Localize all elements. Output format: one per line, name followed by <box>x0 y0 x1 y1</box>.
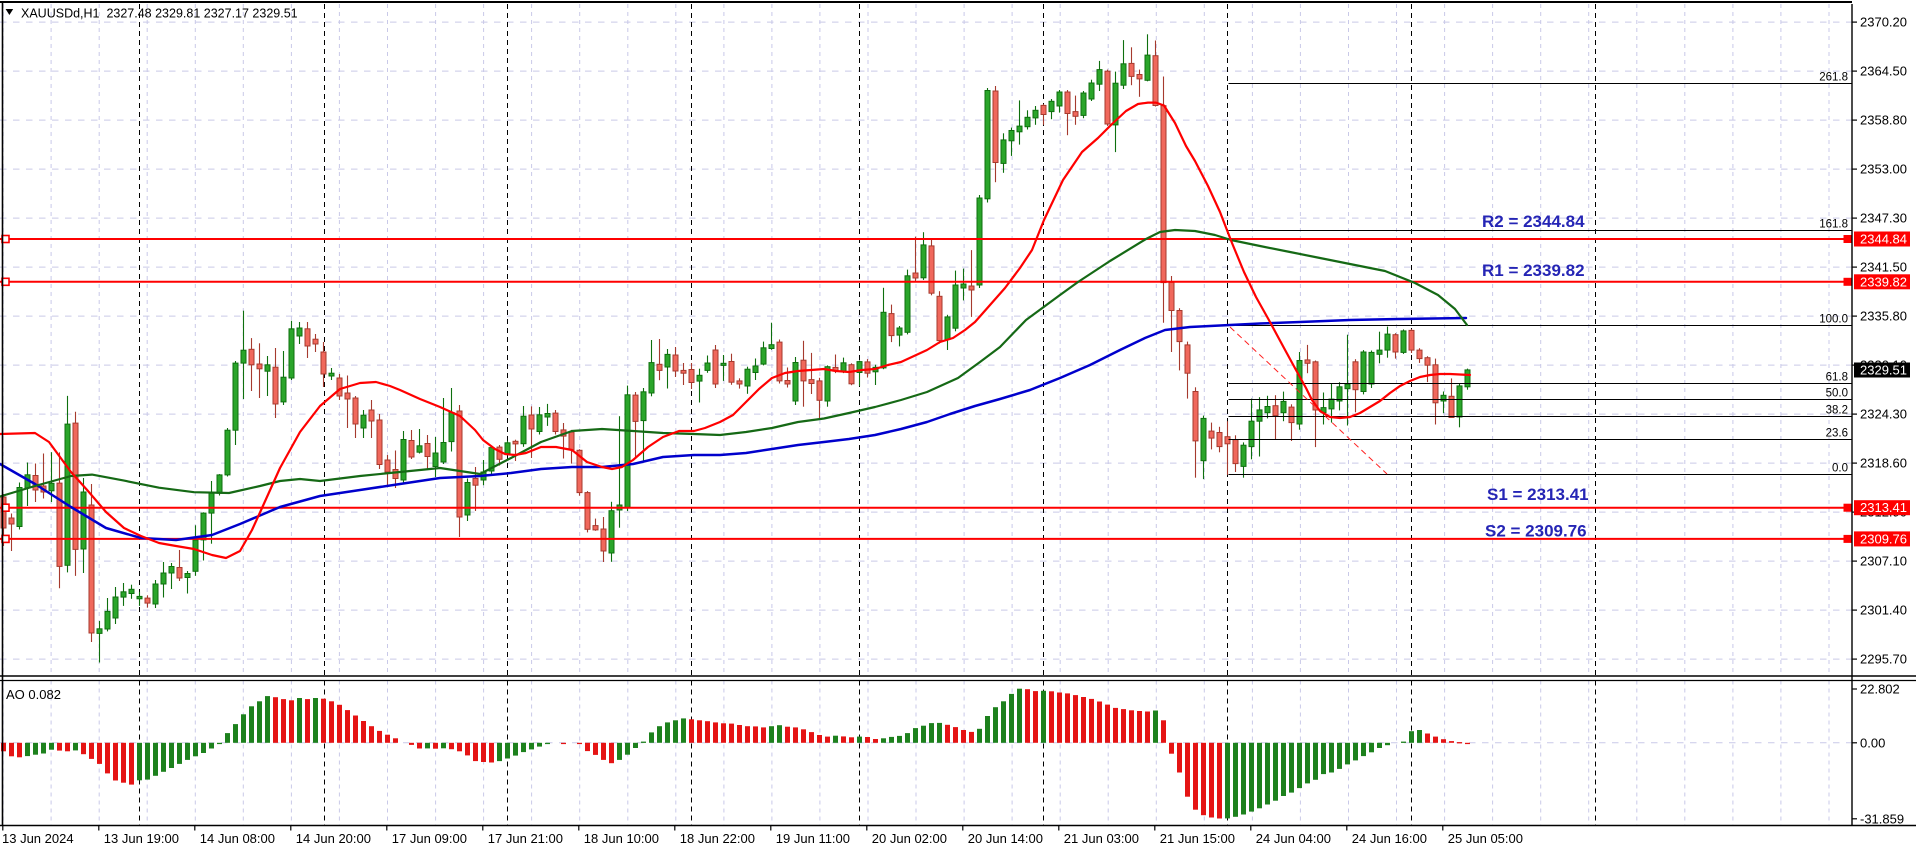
svg-text:0.0: 0.0 <box>1832 463 1848 475</box>
svg-text:2309.76: 2309.76 <box>1860 531 1907 546</box>
svg-text:2364.50: 2364.50 <box>1860 64 1907 79</box>
svg-text:19 Jun 11:00: 19 Jun 11:00 <box>776 831 850 846</box>
svg-text:25 Jun 05:00: 25 Jun 05:00 <box>1448 831 1523 846</box>
svg-text:161.8: 161.8 <box>1819 219 1848 231</box>
svg-text:2353.00: 2353.00 <box>1860 162 1907 177</box>
svg-text:2301.40: 2301.40 <box>1860 603 1907 618</box>
svg-text:2307.10: 2307.10 <box>1860 554 1907 569</box>
svg-text:2318.60: 2318.60 <box>1860 456 1907 471</box>
svg-text:2341.50: 2341.50 <box>1860 260 1907 275</box>
svg-text:2324.30: 2324.30 <box>1860 407 1907 422</box>
svg-text:13 Jun 2024: 13 Jun 2024 <box>2 831 74 846</box>
svg-text:61.8: 61.8 <box>1826 372 1848 384</box>
svg-text:21 Jun 15:00: 21 Jun 15:00 <box>1160 831 1235 846</box>
svg-text:0.00: 0.00 <box>1860 735 1885 750</box>
svg-text:20 Jun 14:00: 20 Jun 14:00 <box>968 831 1043 846</box>
svg-text:17 Jun 21:00: 17 Jun 21:00 <box>488 831 563 846</box>
svg-text:21 Jun 03:00: 21 Jun 03:00 <box>1064 831 1139 846</box>
svg-text:18 Jun 10:00: 18 Jun 10:00 <box>584 831 659 846</box>
svg-text:2347.30: 2347.30 <box>1860 211 1907 226</box>
svg-text:23.6: 23.6 <box>1826 428 1848 440</box>
svg-text:S2 = 2309.76: S2 = 2309.76 <box>1485 522 1587 541</box>
svg-text:261.8: 261.8 <box>1819 72 1848 84</box>
svg-text:2358.80: 2358.80 <box>1860 113 1907 128</box>
svg-text:2335.80: 2335.80 <box>1860 309 1907 324</box>
svg-text:24 Jun 04:00: 24 Jun 04:00 <box>1256 831 1331 846</box>
svg-text:2344.84: 2344.84 <box>1860 232 1907 247</box>
svg-text:2339.82: 2339.82 <box>1860 274 1907 289</box>
svg-text:2313.41: 2313.41 <box>1860 500 1907 515</box>
svg-text:AO 0.082: AO 0.082 <box>6 687 61 702</box>
svg-text:S1 = 2313.41: S1 = 2313.41 <box>1487 485 1589 504</box>
svg-text:22.802: 22.802 <box>1860 682 1900 697</box>
svg-text:14 Jun 08:00: 14 Jun 08:00 <box>200 831 275 846</box>
svg-text:14 Jun 20:00: 14 Jun 20:00 <box>296 831 371 846</box>
svg-text:13 Jun 19:00: 13 Jun 19:00 <box>104 831 179 846</box>
svg-text:100.0: 100.0 <box>1819 314 1848 326</box>
svg-text:2329.51: 2329.51 <box>1860 363 1907 378</box>
svg-text:2370.20: 2370.20 <box>1860 15 1907 30</box>
svg-text:XAUUSDd,H1 2327.48 2329.81 23: XAUUSDd,H1 2327.48 2329.81 2327.17 2329.… <box>21 6 298 20</box>
svg-text:38.2: 38.2 <box>1826 405 1848 417</box>
svg-text:20 Jun 02:00: 20 Jun 02:00 <box>872 831 947 846</box>
svg-text:17 Jun 09:00: 17 Jun 09:00 <box>392 831 467 846</box>
svg-text:18 Jun 22:00: 18 Jun 22:00 <box>680 831 755 846</box>
svg-text:-31.859: -31.859 <box>1860 811 1904 826</box>
svg-text:24 Jun 16:00: 24 Jun 16:00 <box>1352 831 1427 846</box>
svg-text:R2 = 2344.84: R2 = 2344.84 <box>1482 212 1585 231</box>
svg-text:50.0: 50.0 <box>1826 388 1848 400</box>
svg-text:R1 = 2339.82: R1 = 2339.82 <box>1482 261 1585 280</box>
svg-text:2295.70: 2295.70 <box>1860 652 1907 667</box>
